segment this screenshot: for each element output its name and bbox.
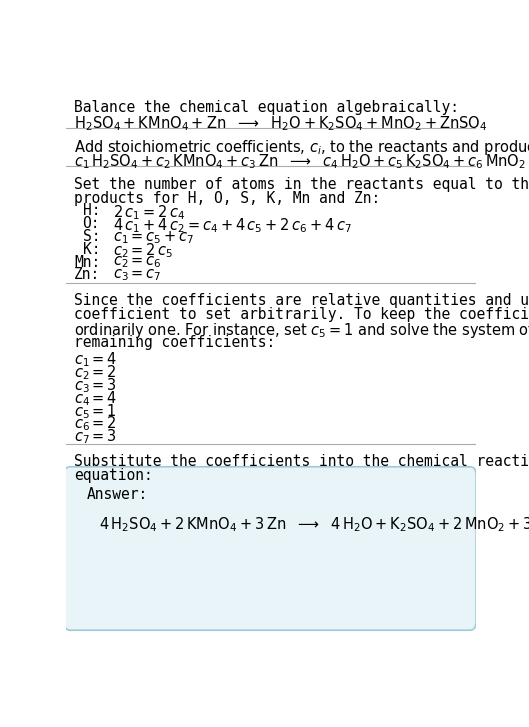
Text: $c_2 = c_6$: $c_2 = c_6$: [113, 254, 162, 270]
Text: Answer:: Answer:: [87, 488, 148, 502]
Text: $c_1 = 4$: $c_1 = 4$: [74, 350, 117, 369]
Text: S:: S:: [83, 229, 100, 244]
Text: remaining coefficients:: remaining coefficients:: [74, 335, 276, 350]
Text: $c_3 = 3$: $c_3 = 3$: [74, 376, 117, 395]
Text: products for H, O, S, K, Mn and Zn:: products for H, O, S, K, Mn and Zn:: [74, 190, 380, 206]
Text: ordinarily one. For instance, set $c_5 = 1$ and solve the system of equations fo: ordinarily one. For instance, set $c_5 =…: [74, 321, 529, 340]
Text: equation:: equation:: [74, 468, 153, 483]
Text: Mn:: Mn:: [74, 254, 101, 270]
Text: $c_6 = 2$: $c_6 = 2$: [74, 414, 117, 433]
Text: $c_1 = c_5 + c_7$: $c_1 = c_5 + c_7$: [113, 229, 195, 246]
Text: $4\,c_1 + 4\,c_2 = c_4 + 4\,c_5 + 2\,c_6 + 4\,c_7$: $4\,c_1 + 4\,c_2 = c_4 + 4\,c_5 + 2\,c_6…: [113, 216, 352, 235]
FancyBboxPatch shape: [64, 467, 476, 630]
Text: $c_4 = 4$: $c_4 = 4$: [74, 389, 117, 408]
Text: $c_3 = c_7$: $c_3 = c_7$: [113, 268, 162, 284]
Text: $c_7 = 3$: $c_7 = 3$: [74, 427, 117, 446]
Text: Zn:: Zn:: [74, 268, 101, 283]
Text: Since the coefficients are relative quantities and underdetermined, choose a: Since the coefficients are relative quan…: [74, 293, 529, 308]
Text: K:: K:: [83, 242, 100, 257]
Text: H:: H:: [83, 203, 100, 218]
Text: $c_5 = 1$: $c_5 = 1$: [74, 402, 117, 420]
Text: O:: O:: [83, 216, 100, 231]
Text: $4\,\mathrm{H_2SO_4} + 2\,\mathrm{KMnO_4} + 3\,\mathrm{Zn}$  $\longrightarrow$  : $4\,\mathrm{H_2SO_4} + 2\,\mathrm{KMnO_4…: [99, 515, 529, 534]
Text: Substitute the coefficients into the chemical reaction to obtain the balanced: Substitute the coefficients into the che…: [74, 454, 529, 469]
Text: $c_1\,\mathrm{H_2SO_4} + c_2\,\mathrm{KMnO_4} + c_3\,\mathrm{Zn}$  $\longrightar: $c_1\,\mathrm{H_2SO_4} + c_2\,\mathrm{KM…: [74, 152, 529, 171]
Text: coefficient to set arbitrarily. To keep the coefficients small, the arbitrary va: coefficient to set arbitrarily. To keep …: [74, 308, 529, 322]
Text: $c_2 = 2\,c_5$: $c_2 = 2\,c_5$: [113, 242, 174, 260]
Text: $2\,c_1 = 2\,c_4$: $2\,c_1 = 2\,c_4$: [113, 203, 186, 222]
Text: $\mathrm{H_2SO_4 + KMnO_4 + Zn}$  $\longrightarrow$  $\mathrm{H_2O + K_2SO_4 + M: $\mathrm{H_2SO_4 + KMnO_4 + Zn}$ $\longr…: [74, 114, 488, 133]
Text: Set the number of atoms in the reactants equal to the number of atoms in the: Set the number of atoms in the reactants…: [74, 177, 529, 192]
Text: $c_2 = 2$: $c_2 = 2$: [74, 364, 117, 382]
Text: Add stoichiometric coefficients, $c_i$, to the reactants and products:: Add stoichiometric coefficients, $c_i$, …: [74, 137, 529, 156]
Text: Balance the chemical equation algebraically:: Balance the chemical equation algebraica…: [74, 100, 459, 115]
